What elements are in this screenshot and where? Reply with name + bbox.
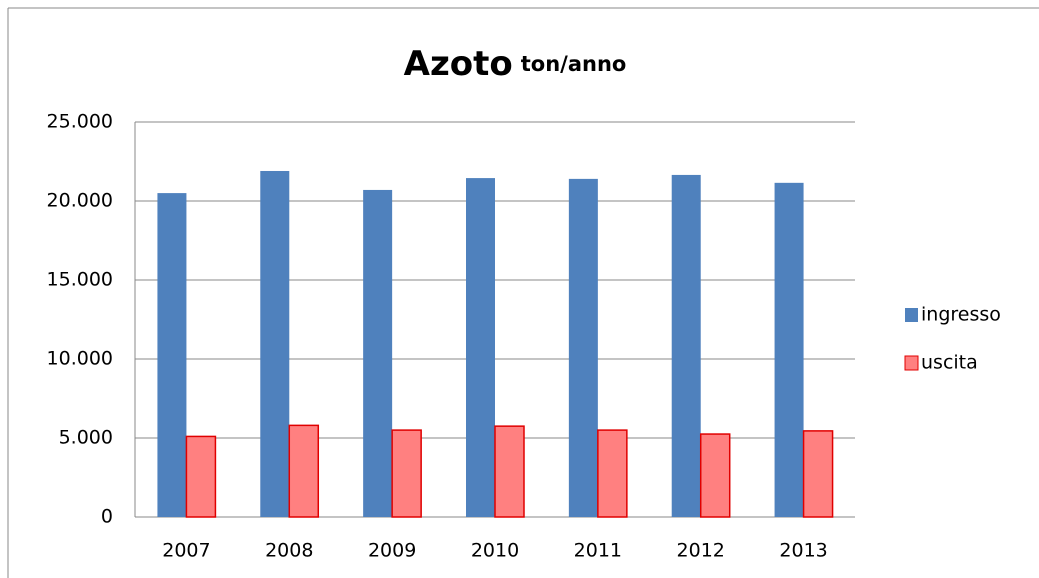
bar <box>466 178 495 517</box>
bar <box>185 435 217 518</box>
bar <box>774 182 804 517</box>
bar <box>494 425 525 518</box>
x-tick-label: 2008 <box>265 540 313 562</box>
bar <box>671 174 701 517</box>
bar <box>363 189 393 517</box>
y-tick-label: 0 <box>101 506 113 528</box>
bar <box>288 424 320 518</box>
legend-swatch <box>904 355 919 371</box>
bar <box>157 193 187 517</box>
y-tick-label: 25.000 <box>47 111 113 133</box>
bar <box>568 178 598 517</box>
legend-label: ingresso <box>921 304 1001 326</box>
y-tick-label: 5.000 <box>59 427 113 449</box>
x-tick-label: 2010 <box>471 540 519 562</box>
bar <box>802 430 834 518</box>
bar <box>699 433 731 518</box>
x-tick-label: 2013 <box>779 540 827 562</box>
legend-swatch <box>905 308 918 322</box>
x-tick-label: 2011 <box>574 540 622 562</box>
y-tick-label: 15.000 <box>47 269 113 291</box>
subtitle: ton/anno <box>521 52 627 76</box>
x-tick-label: 2012 <box>677 540 725 562</box>
x-tick-label: 2007 <box>162 540 210 562</box>
legend-label: uscita <box>921 352 978 374</box>
bar <box>260 170 290 518</box>
bar <box>391 429 422 518</box>
x-tick-label: 2009 <box>368 540 416 562</box>
chart-title: Azoto ton/anno <box>404 44 627 84</box>
title: Azoto <box>404 44 513 84</box>
y-tick-label: 20.000 <box>47 190 113 212</box>
bar <box>597 429 628 518</box>
y-tick-label: 10.000 <box>47 348 113 370</box>
